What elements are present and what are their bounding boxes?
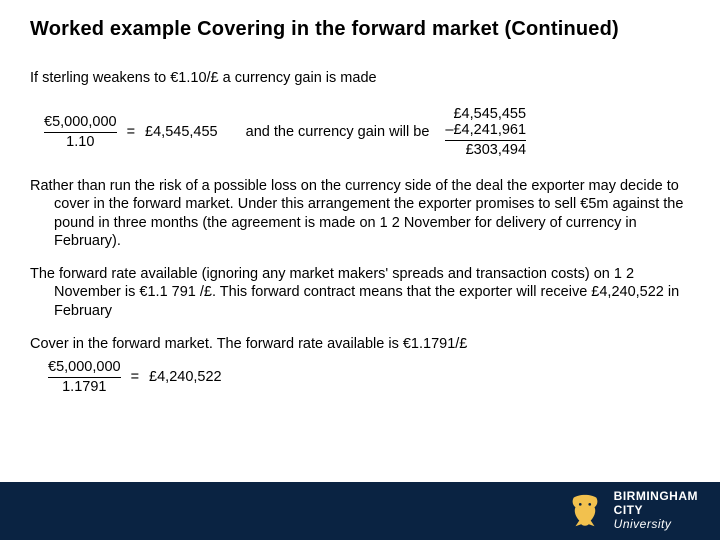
slide-body: If sterling weakens to €1.10/£ a currenc… (30, 69, 690, 396)
equals-1: = (127, 123, 135, 142)
paragraph-2: The forward rate available (ignoring any… (30, 265, 690, 321)
fraction-2: €5,000,000 1.1791 (48, 359, 121, 396)
fraction-1: €5,000,000 1.10 (44, 114, 117, 151)
gain-line-1: £4,545,455 (453, 106, 526, 123)
fraction-2-numerator: €5,000,000 (48, 359, 121, 376)
cover-line: Cover in the forward market. The forward… (30, 335, 690, 354)
fraction-2-denominator: 1.1791 (62, 379, 106, 396)
intro-text: If sterling weakens to €1.10/£ a currenc… (30, 69, 690, 88)
gain-line-2: –£4,241,961 (445, 122, 526, 139)
university-text: BIRMINGHAM CITY University (614, 490, 698, 531)
gain-block: £4,545,455 –£4,241,961 £303,494 (445, 106, 526, 159)
university-logo: BIRMINGHAM CITY University (566, 490, 698, 531)
lion-icon (566, 492, 604, 530)
result-1: £4,545,455 (145, 123, 218, 142)
equals-2: = (131, 368, 139, 387)
gain-bar (445, 140, 526, 141)
slide: Worked example Covering in the forward m… (0, 0, 720, 540)
brand-line-1: BIRMINGHAM (614, 490, 698, 504)
fraction-1-denominator: 1.10 (66, 134, 94, 151)
fraction-1-bar (44, 132, 117, 133)
footer-bar: BIRMINGHAM CITY University (0, 482, 720, 540)
calculation-row-2: €5,000,000 1.1791 = £4,240,522 (48, 359, 690, 396)
brand-line-2: CITY (614, 504, 698, 518)
paragraph-1: Rather than run the risk of a possible l… (30, 177, 690, 251)
result-2: £4,240,522 (149, 368, 222, 387)
brand-line-3: University (614, 518, 698, 532)
gain-phrase: and the currency gain will be (246, 123, 430, 142)
slide-title: Worked example Covering in the forward m… (30, 18, 690, 41)
fraction-1-numerator: €5,000,000 (44, 114, 117, 131)
gain-line-3: £303,494 (466, 142, 526, 159)
calculation-row-1: €5,000,000 1.10 = £4,545,455 and the cur… (44, 106, 690, 159)
fraction-2-bar (48, 377, 121, 378)
